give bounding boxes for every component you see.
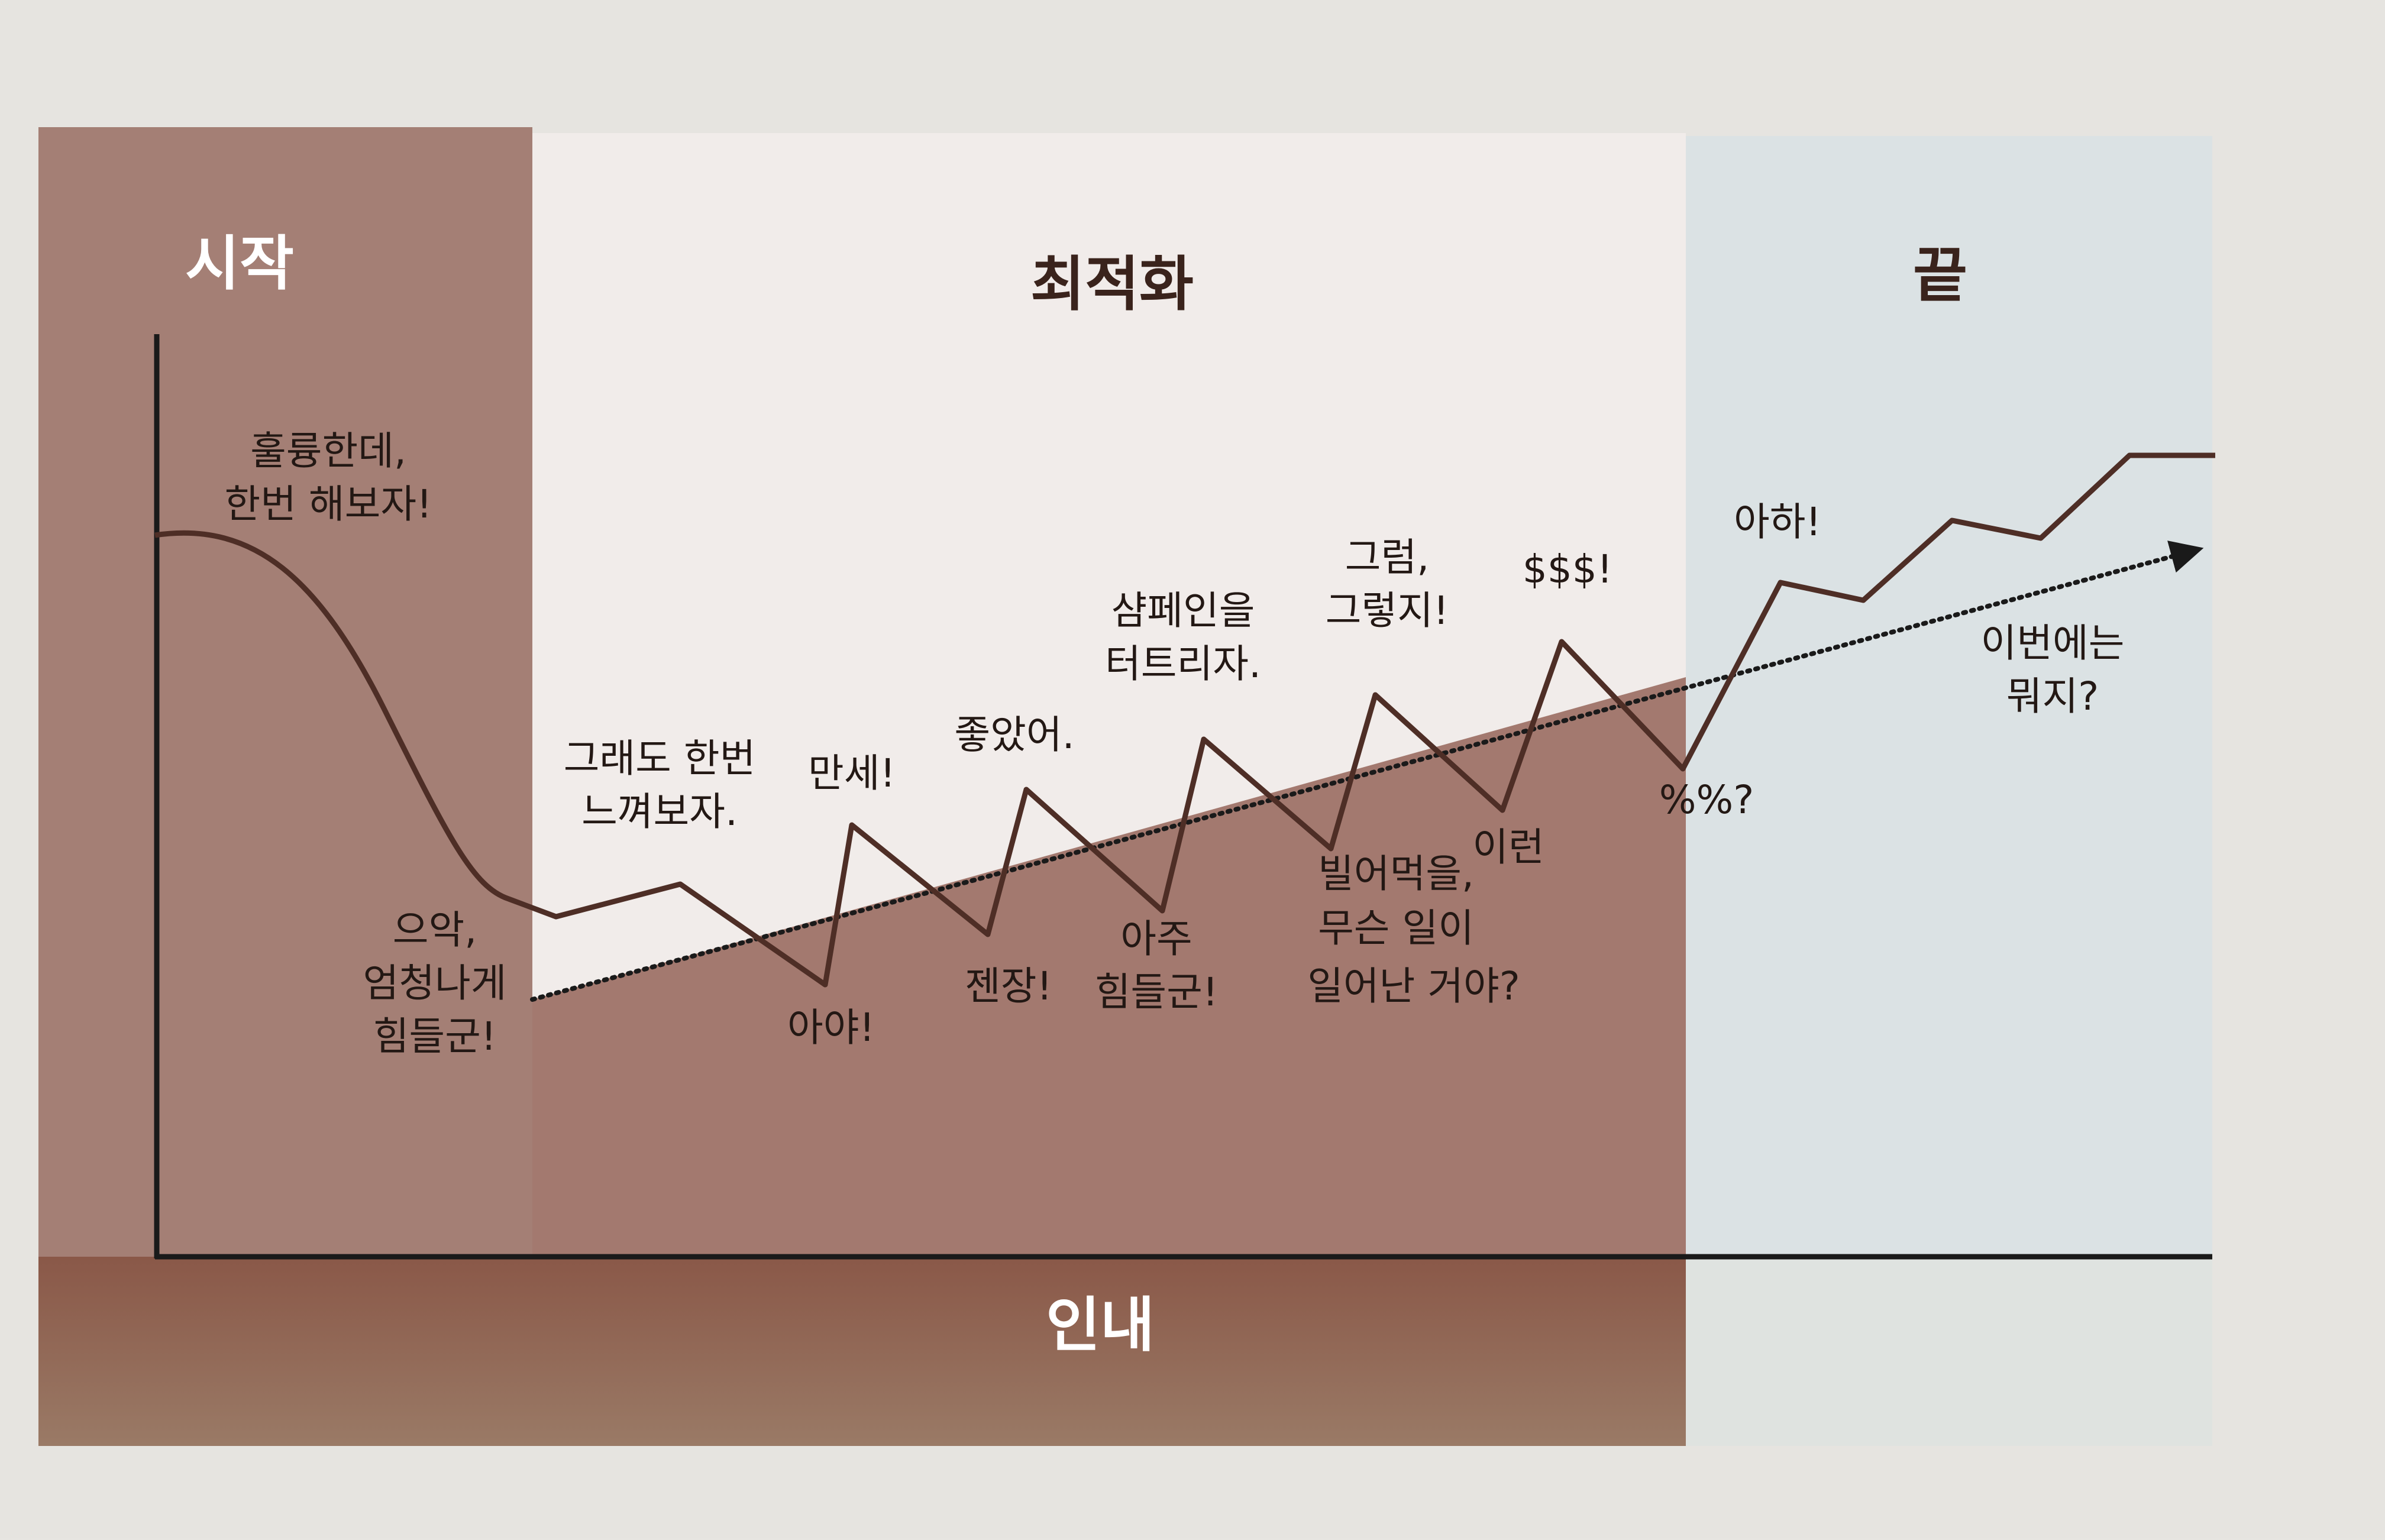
annotation-whathappened-line3: 일어난 거야?: [1307, 963, 1520, 1009]
annotation-hooray: 만세!: [808, 750, 896, 796]
annotation-damn: 젠장!: [965, 963, 1052, 1009]
bottom-band: [38, 1257, 1686, 1446]
annotation-ugh-line3: 힘들군!: [373, 1014, 497, 1059]
annotation-veryhard-line2: 힘들군!: [1095, 969, 1219, 1015]
annotation-oh-no: 이런: [1472, 824, 1544, 870]
annotation-ofcourse-line2: 그렇지!: [1326, 588, 1449, 633]
annotation-aha: 아하!: [1734, 499, 1821, 545]
annotation-veryhard-line1: 아주: [1120, 916, 1192, 962]
annotation-percent: %%?: [1659, 777, 1754, 823]
annotation-ouch: 아야!: [787, 1005, 875, 1050]
annotation-money: $$$!: [1523, 546, 1612, 592]
phase-patience-label: 인내: [1046, 1290, 1155, 1360]
phase-start-label: 시작: [185, 229, 294, 298]
annotation-champagne-line2: 터트리자.: [1105, 641, 1261, 687]
annotation-whathappened-line2: 무슨 일이: [1318, 905, 1474, 951]
annotation-great-line1: 훌륭한데,: [250, 428, 406, 474]
annotation-ugh-line1: 으악,: [393, 907, 477, 953]
annotation-still-line2: 느껴보자.: [581, 789, 738, 834]
phase-end-label: 끝: [1913, 241, 1967, 310]
annotation-great-line2: 한번 해보자!: [224, 481, 432, 527]
annotation-ugh-line2: 엄청나게: [363, 960, 507, 1006]
end-band: [1686, 136, 2212, 1446]
phase-optimize-label: 최적화: [1030, 250, 1194, 319]
annotation-whathappened-line1: 빌어먹을,: [1318, 851, 1474, 897]
annotation-ofcourse-line1: 그럼,: [1345, 535, 1429, 580]
bottom-band-end: [1686, 1257, 2212, 1446]
annotation-whatsnext-line2: 뭐지?: [2006, 674, 2099, 719]
annotation-whatsnext-line1: 이번에는: [1981, 620, 2125, 666]
annotation-still-line1: 그래도 한번: [564, 736, 756, 781]
annotation-good: 좋았어.: [954, 712, 1074, 758]
annotation-champagne-line1: 샴페인을: [1111, 588, 1255, 633]
start-band: [38, 127, 532, 1446]
